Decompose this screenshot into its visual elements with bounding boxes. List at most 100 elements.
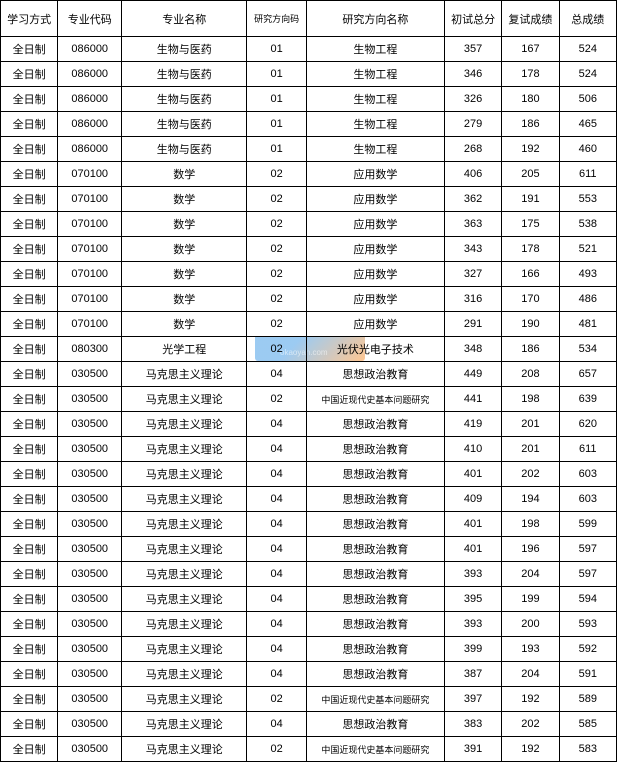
table-cell: 086000: [58, 137, 122, 162]
table-cell: 马克思主义理论: [122, 487, 247, 512]
table-row: 全日制070100数学02应用数学327166493: [1, 262, 617, 287]
table-cell: 02: [247, 212, 306, 237]
table-row: 全日制080300光学工程02光伏光电子技术348186534: [1, 337, 617, 362]
table-cell: 01: [247, 87, 306, 112]
table-cell: 04: [247, 362, 306, 387]
table-cell: 589: [559, 687, 616, 712]
table-cell: 657: [559, 362, 616, 387]
table-cell: 030500: [58, 412, 122, 437]
table-row: 全日制086000生物与医药01生物工程326180506: [1, 87, 617, 112]
table-cell: 全日制: [1, 387, 58, 412]
header-row: 学习方式 专业代码 专业名称 研究方向码 研究方向名称 初试总分 复试成绩 总成…: [1, 1, 617, 37]
table-cell: 全日制: [1, 187, 58, 212]
table-row: 全日制086000生物与医药01生物工程279186465: [1, 112, 617, 137]
table-cell: 马克思主义理论: [122, 612, 247, 637]
table-cell: 02: [247, 187, 306, 212]
table-cell: 01: [247, 112, 306, 137]
table-cell: 04: [247, 662, 306, 687]
table-row: 全日制030500马克思主义理论04思想政治教育409194603: [1, 487, 617, 512]
table-cell: 086000: [58, 37, 122, 62]
table-cell: 中国近现代史基本问题研究: [306, 687, 444, 712]
table-cell: 205: [502, 162, 559, 187]
table-cell: 思想政治教育: [306, 412, 444, 437]
table-cell: 316: [444, 287, 501, 312]
table-cell: 194: [502, 487, 559, 512]
table-cell: 343: [444, 237, 501, 262]
table-cell: 04: [247, 612, 306, 637]
table-cell: 全日制: [1, 287, 58, 312]
table-cell: 马克思主义理论: [122, 587, 247, 612]
table-row: 全日制030500马克思主义理论04思想政治教育401198599: [1, 512, 617, 537]
table-cell: 数学: [122, 287, 247, 312]
col-major-code: 专业代码: [58, 1, 122, 37]
table-cell: 603: [559, 462, 616, 487]
table-cell: 马克思主义理论: [122, 437, 247, 462]
table-cell: 538: [559, 212, 616, 237]
table-row: 全日制030500马克思主义理论04思想政治教育419201620: [1, 412, 617, 437]
table-cell: 生物与医药: [122, 137, 247, 162]
table-cell: 030500: [58, 462, 122, 487]
table-cell: 086000: [58, 87, 122, 112]
table-cell: 04: [247, 412, 306, 437]
table-cell: 全日制: [1, 87, 58, 112]
table-cell: 全日制: [1, 312, 58, 337]
table-row: 全日制086000生物与医药01生物工程346178524: [1, 62, 617, 87]
table-cell: 166: [502, 262, 559, 287]
table-cell: 534: [559, 337, 616, 362]
col-major-name: 专业名称: [122, 1, 247, 37]
table-cell: 04: [247, 512, 306, 537]
table-cell: 200: [502, 612, 559, 637]
table-cell: 01: [247, 62, 306, 87]
table-cell: 生物工程: [306, 37, 444, 62]
table-cell: 02: [247, 687, 306, 712]
table-cell: 401: [444, 462, 501, 487]
table-cell: 生物与医药: [122, 87, 247, 112]
table-cell: 030500: [58, 487, 122, 512]
table-cell: 524: [559, 37, 616, 62]
table-cell: 326: [444, 87, 501, 112]
table-row: 全日制030500马克思主义理论02中国近现代史基本问题研究391192583: [1, 737, 617, 762]
table-cell: 192: [502, 687, 559, 712]
table-row: 全日制070100数学02应用数学291190481: [1, 312, 617, 337]
table-row: 全日制030500马克思主义理论04思想政治教育401202603: [1, 462, 617, 487]
table-cell: 马克思主义理论: [122, 712, 247, 737]
table-row: 全日制030500马克思主义理论04思想政治教育387204591: [1, 662, 617, 687]
table-cell: 346: [444, 62, 501, 87]
table-cell: 086000: [58, 62, 122, 87]
table-cell: 030500: [58, 662, 122, 687]
table-cell: 思想政治教育: [306, 662, 444, 687]
table-cell: 481: [559, 312, 616, 337]
table-cell: 全日制: [1, 162, 58, 187]
table-cell: 202: [502, 462, 559, 487]
col-direction-code: 研究方向码: [247, 1, 306, 37]
table-cell: 04: [247, 587, 306, 612]
table-cell: 02: [247, 337, 306, 362]
table-cell: 全日制: [1, 62, 58, 87]
table-cell: 全日制: [1, 487, 58, 512]
table-cell: 393: [444, 562, 501, 587]
table-cell: 02: [247, 262, 306, 287]
table-row: 全日制086000生物与医药01生物工程357167524: [1, 37, 617, 62]
col-prelim-score: 初试总分: [444, 1, 501, 37]
table-body: 全日制086000生物与医药01生物工程357167524全日制086000生物…: [1, 37, 617, 762]
table-cell: 生物与医药: [122, 112, 247, 137]
table-cell: 583: [559, 737, 616, 762]
table-cell: 186: [502, 337, 559, 362]
table-cell: 030500: [58, 387, 122, 412]
table-cell: 401: [444, 512, 501, 537]
table-cell: 493: [559, 262, 616, 287]
table-cell: 030500: [58, 437, 122, 462]
table-row: 全日制030500马克思主义理论04思想政治教育449208657: [1, 362, 617, 387]
table-cell: 04: [247, 637, 306, 662]
table-cell: 生物工程: [306, 87, 444, 112]
table-cell: 应用数学: [306, 262, 444, 287]
table-cell: 198: [502, 387, 559, 412]
table-cell: 01: [247, 137, 306, 162]
table-cell: 348: [444, 337, 501, 362]
table-cell: 全日制: [1, 437, 58, 462]
table-row: 全日制030500马克思主义理论04思想政治教育401196597: [1, 537, 617, 562]
table-cell: 401: [444, 537, 501, 562]
table-cell: 02: [247, 237, 306, 262]
col-direction-name: 研究方向名称: [306, 1, 444, 37]
table-row: 全日制030500马克思主义理论04思想政治教育393204597: [1, 562, 617, 587]
